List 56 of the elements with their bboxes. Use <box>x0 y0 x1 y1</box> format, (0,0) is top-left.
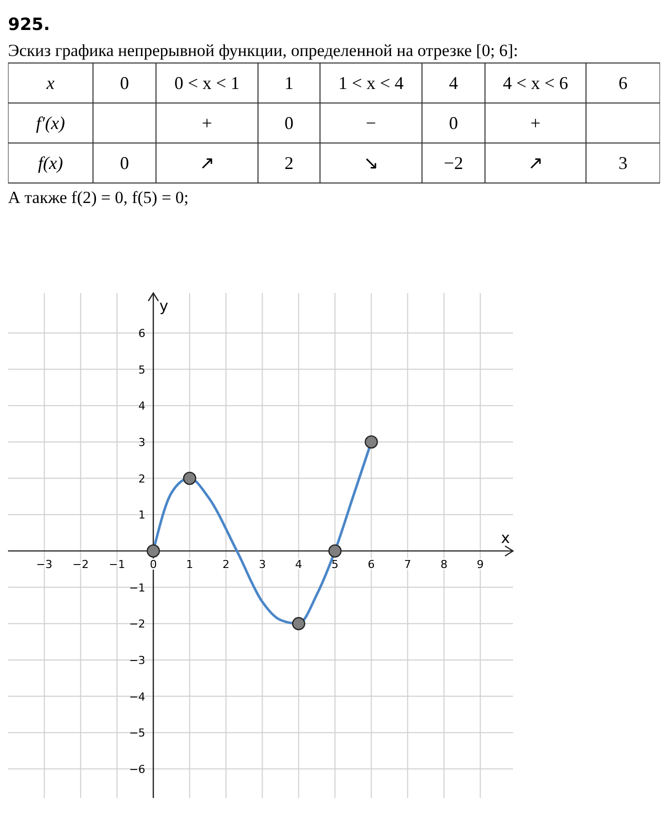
y-tick-label: 5 <box>138 363 146 376</box>
y-tick-label: 3 <box>138 436 146 449</box>
x-tick-label: 2 <box>222 558 230 571</box>
x-tick-label: 5 <box>331 558 338 571</box>
point <box>292 617 306 630</box>
point <box>364 435 378 449</box>
text: −2 <box>444 153 464 173</box>
text: 0 <box>284 113 294 133</box>
text: Эскиз графика непрерывной функции, определенной на отрезке [0; 6]: <box>8 41 518 60</box>
x-tick-label: 4 <box>295 558 302 571</box>
y-tick-label: 6 <box>138 326 146 340</box>
text: 0 <box>120 73 129 93</box>
y-tick-label: −1 <box>129 581 146 594</box>
x-tick-label: 6 <box>368 558 375 571</box>
point <box>328 544 342 558</box>
point <box>146 544 160 558</box>
y-tick-label: −2 <box>129 618 146 631</box>
text: 0 <box>120 153 129 173</box>
y-tick-label: 2 <box>138 472 146 486</box>
x-tick-label: 7 <box>404 558 412 571</box>
text: − <box>366 113 376 133</box>
y-tick-label: −3 <box>129 654 146 667</box>
text: 3 <box>618 153 628 173</box>
text: 6 <box>618 73 628 93</box>
x-tick-label: 3 <box>258 558 266 571</box>
y-tick-label: 1 <box>138 508 146 522</box>
text: 0 <box>449 113 458 133</box>
y-tick-label: −5 <box>129 726 146 740</box>
x-tick-label: −2 <box>72 558 89 571</box>
y-axis-title: y <box>159 297 168 315</box>
text: 4 <box>449 73 458 93</box>
text: 925. <box>8 15 50 35</box>
y-tick-label: −6 <box>129 762 146 776</box>
text: 4 < x < 6 <box>502 73 568 93</box>
x-tick-label: −1 <box>108 558 126 571</box>
text: 2 <box>284 153 294 173</box>
text: f′(x) <box>36 113 65 133</box>
text: А также f(2) = 0, f(5) = 0; <box>8 188 189 207</box>
text: ↗ <box>528 153 543 173</box>
text: + <box>202 113 212 133</box>
point <box>183 472 196 485</box>
text: + <box>530 113 541 133</box>
x-tick-label: 1 <box>186 558 194 571</box>
y-tick-label: 4 <box>138 400 146 413</box>
text: ↗ <box>200 153 214 173</box>
text: 1 <box>284 73 294 93</box>
x-tick-label: 8 <box>440 558 448 571</box>
text: x <box>46 73 54 93</box>
text: 0 < x < 1 <box>174 73 240 93</box>
x-tick-label: 9 <box>476 558 484 571</box>
text: ↘ <box>364 153 378 173</box>
x-tick-label: −3 <box>36 558 52 571</box>
text: f(x) <box>38 153 63 173</box>
y-tick-label: −4 <box>129 690 146 704</box>
text: 1 < x < 4 <box>338 73 404 93</box>
x-axis-title: x <box>501 528 510 547</box>
